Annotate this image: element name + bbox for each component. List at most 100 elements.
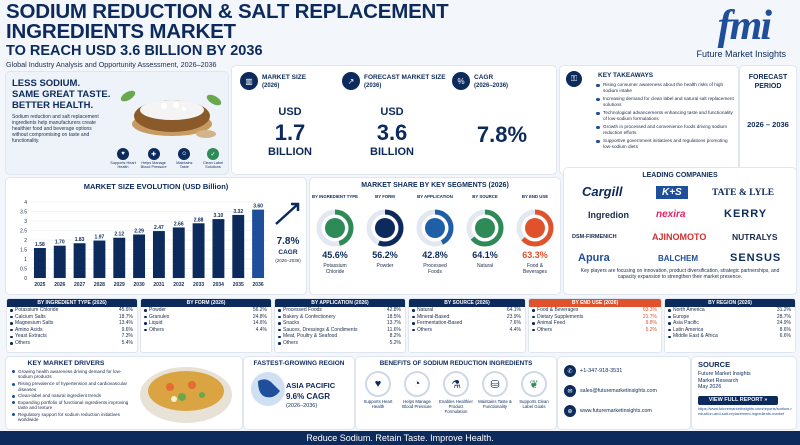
benefit-blood-pressure: ◔ Helps Manage Blood Pressure xyxy=(399,371,435,414)
hero-headline-2: SAME GREAT TASTE. xyxy=(12,89,111,100)
donut-center-icon xyxy=(475,218,495,238)
bar-cagr-value: 7.8% xyxy=(277,236,300,247)
bar xyxy=(93,240,106,278)
segment-row-label: Animal Feed xyxy=(537,320,566,327)
segment-row: Bakery & Confectionery 18.5% xyxy=(275,314,405,321)
donut-arc xyxy=(366,209,404,247)
share-title: MARKET SHARE BY KEY SEGMENTS (2026) xyxy=(361,182,509,189)
donut-value-label: 64.1% xyxy=(472,250,498,260)
y-tick-label: 0 xyxy=(24,276,27,282)
company-nexira: nexira xyxy=(656,209,686,220)
driver-item: Regulatory support for sodium reduction … xyxy=(12,412,130,423)
segment-row-label: Yeast Extracts xyxy=(15,333,47,340)
company-kerry: KERRY xyxy=(724,208,768,220)
donut-center-icon xyxy=(325,218,345,238)
salt-shaker-icon: ⛁ xyxy=(490,378,500,391)
segment-row: Others 5.4% xyxy=(7,340,137,347)
hero-headline-3: BETTER HEALTH. xyxy=(12,100,94,111)
donut-segment-label: Food & xyxy=(527,263,544,269)
takeaways-title: KEY TAKEAWAYS xyxy=(598,72,654,79)
segment-row: Others 5.2% xyxy=(275,340,405,347)
company-apura: Apura xyxy=(578,252,610,264)
company-tate-lyle: TATE & LYLE xyxy=(712,188,775,198)
report-url-link[interactable]: https://www.futuremarketinsights.com/rep… xyxy=(698,406,792,416)
segment-row: Granules 24.8% xyxy=(141,314,271,321)
footer-tagline: Reduce Sodium. Retain Taste. Improve Hea… xyxy=(0,431,800,445)
segment-row-value: 45.6% xyxy=(118,307,133,313)
trend-icon: ↗ xyxy=(347,76,355,86)
segment-row: Others 4.4% xyxy=(409,327,525,334)
segment-row-label: Liquid xyxy=(149,320,163,327)
segment-row: Mineral-Based 23.9% xyxy=(409,314,525,321)
market-share-card: MARKET SHARE BY KEY SEGMENTS (2026) BY I… xyxy=(310,178,560,294)
x-tick-label: 2032 xyxy=(173,282,184,288)
fmi-logo: fmi Future Market Insights xyxy=(655,3,790,64)
source-card: SOURCE Future Market Insights Market Res… xyxy=(692,357,796,429)
donut-segment-label: Beverages xyxy=(523,269,547,275)
segment-row-value: 8.6% xyxy=(779,326,791,333)
segment-row-label: Powder xyxy=(149,307,166,313)
segment-row-value: 21.7% xyxy=(642,313,657,320)
gauge-icon: ◔ xyxy=(413,378,421,390)
segment-row-value: 42.8% xyxy=(386,307,401,313)
bar-value-label: 1.83 xyxy=(75,237,85,243)
growth-arrow-icon xyxy=(275,202,300,225)
donut-center-icon xyxy=(375,218,395,238)
segment-row-value: 4.4% xyxy=(509,326,521,333)
segment-row: Powder 56.2% xyxy=(141,307,271,314)
view-full-report-button[interactable]: VIEW FULL REPORT » xyxy=(698,396,778,405)
segment-table: BY FORM (2026) Powder 56.2% Granules 24.8% Li… xyxy=(140,298,272,353)
page-title-line2: INGREDIENTS MARKET xyxy=(6,20,236,43)
takeaway-item: Rising consumer awareness about the heal… xyxy=(596,82,734,94)
segment-row: Food & Beverages 63.3% xyxy=(529,307,661,314)
x-tick-label: 2031 xyxy=(153,282,164,288)
bar-chart-svg: 0 0.5 1 1.5 2 2.5 3 3.5 4 1.58 2025 1.70 2026 1.83 202… xyxy=(20,200,301,288)
donut-category: BY APPLICATION xyxy=(417,194,453,199)
segment-row-value: 9.8% xyxy=(645,320,657,327)
globe-small-icon: ⊕ xyxy=(567,408,573,415)
bar-cagr-period: (2026–2036) xyxy=(275,258,301,263)
segment-row: North America 31.2% xyxy=(665,307,795,314)
donut-arc xyxy=(316,209,354,247)
segment-row-label: North America xyxy=(673,307,705,313)
segment-row: Liquid 14.6% xyxy=(141,320,271,327)
y-tick-label: 1 xyxy=(24,257,27,263)
donut-arc xyxy=(466,209,504,247)
benefit-heart: ♥ Supports Heart Health xyxy=(360,371,396,414)
phone-icon: ✆ xyxy=(567,368,573,375)
donut-segment-label: Natural xyxy=(477,263,493,269)
segment-row: Natural 64.1% xyxy=(409,307,525,314)
contact-phone[interactable]: ✆ +1-347-918-3531 xyxy=(564,365,622,377)
segment-table-title: BY REGION (2026) xyxy=(665,299,795,307)
company-dsm-firmenich: DSM-FIRMENICH xyxy=(572,234,617,240)
company-nutralys: NUTRALYS xyxy=(732,232,778,242)
segment-row-value: 13.4% xyxy=(118,320,133,327)
contact-card: ✆ +1-347-918-3531 ✉ sales@futuremarketin… xyxy=(558,357,690,429)
segment-row-value: 63.3% xyxy=(642,307,657,313)
segment-row-value: 23.9% xyxy=(506,313,521,320)
hero-body: Sodium reduction and salt replacement in… xyxy=(12,114,99,144)
contact-email[interactable]: ✉ sales@futuremarketinsights.com xyxy=(564,385,657,397)
contact-web[interactable]: ⊕ www.futuremarketinsights.com xyxy=(564,405,652,417)
donut-center-icon xyxy=(525,218,545,238)
donut-category: BY INGREDIENT TYPE xyxy=(312,194,358,199)
donut-category: BY SOURCE xyxy=(472,194,498,199)
segment-row-label: Dietary Supplements xyxy=(537,313,584,320)
segment-table: BY END USE (2026) Food & Beverages 63.3% Di… xyxy=(528,298,662,353)
forecast-period-card: FORECAST PERIOD 2026 – 2036 xyxy=(740,66,796,174)
segment-row: Magnesium Salts 13.4% xyxy=(7,320,137,327)
page-subtitle: Global Industry Analysis and Opportunity… xyxy=(6,60,217,69)
takeaway-item: Technological advancements enhancing tas… xyxy=(596,110,734,122)
drivers-card: KEY MARKET DRIVERS Growing health awaren… xyxy=(6,357,242,429)
segment-row-value: 9.6% xyxy=(121,326,133,333)
bar xyxy=(172,227,185,278)
source-line1: Future Market Insights xyxy=(698,371,751,377)
segment-row: Asia Pacific 24.9% xyxy=(665,320,795,327)
y-tick-label: 3 xyxy=(24,219,27,225)
segment-row-label: Potassium Chloride xyxy=(15,307,59,313)
drivers-list: Growing health awareness driving demand … xyxy=(12,369,130,424)
companies-title: LEADING COMPANIES xyxy=(642,172,718,179)
source-line2: Market Research xyxy=(698,377,739,384)
segment-table-title: BY END USE (2026) xyxy=(529,299,661,307)
segment-row: Dietary Supplements 21.7% xyxy=(529,314,661,321)
